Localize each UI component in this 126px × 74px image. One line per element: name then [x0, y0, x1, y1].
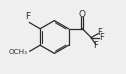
Text: F: F	[26, 12, 31, 21]
Text: F: F	[99, 33, 104, 42]
Text: OCH₃: OCH₃	[9, 49, 28, 55]
Text: F: F	[93, 41, 98, 50]
Text: F: F	[97, 28, 102, 37]
Text: O: O	[79, 9, 86, 18]
